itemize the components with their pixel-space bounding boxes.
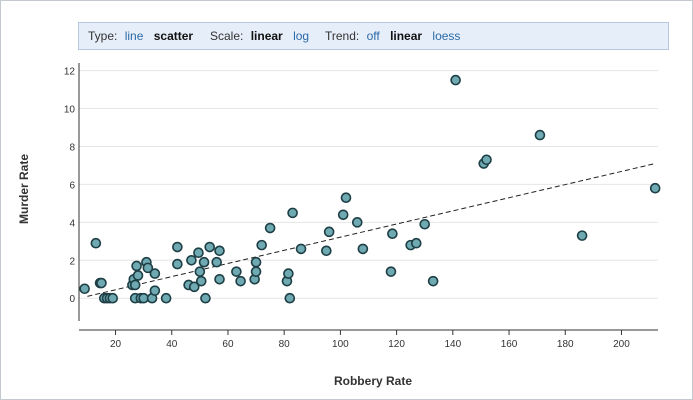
trend-line-group [87, 163, 656, 297]
data-point [235, 275, 246, 287]
type-control: Type: line scatter [88, 23, 200, 49]
data-point [129, 279, 141, 291]
trend-label: Trend: [325, 29, 360, 43]
data-point [284, 292, 296, 304]
scale-option-linear[interactable]: linear [250, 29, 283, 43]
data-point [79, 283, 90, 295]
data-point [211, 256, 223, 268]
data-point [250, 256, 262, 268]
y-tick-label: 12 [64, 67, 76, 78]
data-point [142, 262, 154, 274]
scale-option-log[interactable]: log [293, 29, 310, 43]
data-point [107, 292, 119, 304]
data-point [321, 245, 332, 257]
data-point [283, 268, 294, 279]
y-tick-label: 8 [69, 142, 75, 153]
data-point [172, 258, 183, 270]
x-tick-label: 40 [166, 339, 178, 350]
x-tick-label: 20 [110, 339, 122, 350]
data-point [96, 277, 107, 289]
x-tick-label: 180 [557, 339, 574, 350]
data-point [204, 241, 215, 253]
data-point [250, 266, 262, 277]
y-tick-label: 4 [69, 218, 75, 229]
data-point [160, 292, 172, 304]
data-point [195, 275, 207, 287]
trend-option-linear[interactable]: linear [390, 29, 423, 43]
data-point [351, 217, 363, 228]
data-point [357, 243, 369, 255]
x-tick-label: 200 [613, 339, 630, 350]
data-point [214, 245, 225, 257]
data-point [149, 285, 161, 296]
y-axis-title: Murder Rate [17, 154, 31, 224]
data-point [340, 192, 352, 203]
data-point [172, 241, 183, 253]
type-label: Type: [88, 29, 118, 43]
x-tick-label: 120 [388, 339, 405, 350]
data-point [576, 230, 588, 241]
gridlines [79, 70, 658, 299]
type-option-scatter[interactable]: scatter [153, 29, 194, 43]
x-tick-label: 80 [279, 339, 291, 350]
scale-control: Scale: linear log [210, 23, 316, 49]
trend-line [87, 163, 656, 297]
data-point [214, 273, 225, 285]
data-point [450, 74, 461, 86]
x-tick-label: 140 [444, 339, 461, 350]
data-point [200, 292, 211, 304]
data-point [256, 239, 267, 251]
data-points [79, 74, 661, 304]
data-point [186, 254, 197, 266]
data-point [132, 270, 144, 281]
trend-control: Trend: off linear loess [325, 23, 467, 49]
data-point [149, 268, 161, 279]
data-point [387, 228, 398, 240]
data-point [419, 218, 431, 230]
type-option-line[interactable]: line [124, 29, 144, 43]
data-point [287, 207, 298, 219]
data-point [295, 243, 307, 255]
data-point [410, 237, 422, 249]
data-point [188, 281, 200, 293]
x-tick-label: 160 [501, 339, 518, 350]
x-tick-label: 60 [222, 339, 234, 350]
y-tick-label: 10 [64, 105, 76, 116]
data-point [198, 256, 210, 268]
data-point [193, 247, 204, 259]
trend-option-loess[interactable]: loess [432, 29, 461, 43]
data-point [323, 226, 335, 238]
data-point [481, 154, 492, 166]
data-point [385, 266, 397, 277]
y-tick-label: 6 [69, 180, 75, 191]
x-tick-label: 100 [332, 339, 349, 350]
x-axis-title: Robbery Rate [334, 374, 412, 388]
trend-option-off[interactable]: off [366, 29, 380, 43]
data-point [649, 182, 661, 194]
data-point [90, 237, 102, 249]
y-ticks: 0 2 4 6 8 10 12 [64, 67, 76, 306]
data-point [427, 275, 439, 287]
axes [78, 63, 658, 331]
data-point [264, 222, 276, 234]
x-ticks: 20 40 60 80 100 120 140 160 180 200 [110, 330, 630, 350]
data-point [534, 129, 546, 141]
scale-label: Scale: [210, 29, 244, 43]
data-point [131, 260, 142, 272]
data-point [337, 209, 349, 221]
y-tick-label: 0 [69, 294, 75, 305]
y-tick-label: 2 [69, 256, 75, 267]
data-point [231, 266, 242, 277]
chart-controls-bar: Type: line scatter Scale: linear log Tre… [78, 22, 669, 50]
data-point [194, 266, 206, 277]
